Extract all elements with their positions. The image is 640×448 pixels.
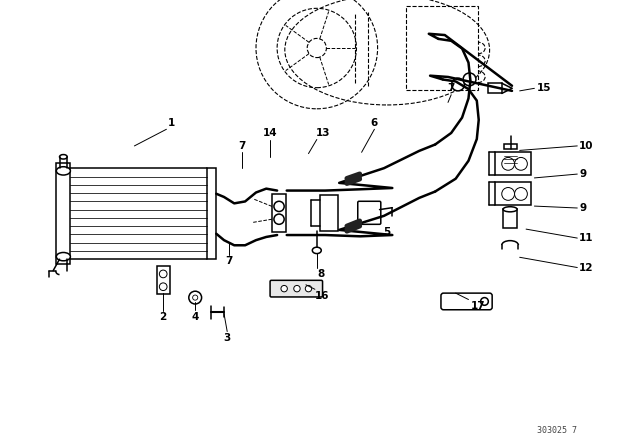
Circle shape <box>481 297 488 305</box>
Text: 11: 11 <box>579 233 594 243</box>
Text: 2: 2 <box>159 312 167 322</box>
Text: 7: 7 <box>225 256 233 266</box>
Bar <box>272 194 286 232</box>
Circle shape <box>159 270 167 278</box>
Text: 13: 13 <box>316 128 330 138</box>
Circle shape <box>159 283 167 291</box>
Circle shape <box>502 157 515 170</box>
Bar <box>488 83 502 94</box>
Bar <box>495 152 531 175</box>
Ellipse shape <box>312 247 321 254</box>
Text: 12: 12 <box>579 263 594 272</box>
Circle shape <box>274 214 284 224</box>
Ellipse shape <box>60 155 67 159</box>
Text: 9: 9 <box>579 203 586 213</box>
Text: 9: 9 <box>579 169 586 179</box>
Text: 8: 8 <box>317 269 325 279</box>
Circle shape <box>515 157 527 170</box>
Text: 16: 16 <box>315 291 330 301</box>
Text: 14: 14 <box>263 128 277 138</box>
Text: 15: 15 <box>536 83 551 93</box>
Circle shape <box>281 285 287 292</box>
Text: 7: 7 <box>447 83 455 93</box>
Circle shape <box>274 201 284 211</box>
Text: 303025 7: 303025 7 <box>537 426 577 435</box>
Bar <box>504 144 517 149</box>
FancyBboxPatch shape <box>441 293 492 310</box>
FancyBboxPatch shape <box>270 280 323 297</box>
Ellipse shape <box>56 253 70 261</box>
Text: 3: 3 <box>223 333 231 343</box>
Bar <box>207 168 216 259</box>
Text: 7: 7 <box>238 141 246 151</box>
Circle shape <box>452 78 465 91</box>
Ellipse shape <box>56 167 70 175</box>
Circle shape <box>502 188 515 200</box>
Bar <box>56 163 70 264</box>
Bar <box>320 195 338 231</box>
Circle shape <box>189 291 202 304</box>
Bar <box>157 266 170 294</box>
Circle shape <box>294 285 300 292</box>
Ellipse shape <box>503 207 517 212</box>
Bar <box>503 209 517 228</box>
Text: 1: 1 <box>168 118 175 128</box>
Text: 10: 10 <box>579 141 594 151</box>
Circle shape <box>515 188 527 200</box>
Circle shape <box>193 295 198 300</box>
Text: 6: 6 <box>371 118 378 128</box>
Text: 17: 17 <box>470 301 485 311</box>
FancyBboxPatch shape <box>358 201 381 224</box>
Text: 5: 5 <box>383 227 391 237</box>
Bar <box>495 182 531 205</box>
Bar <box>406 6 478 90</box>
Text: 4: 4 <box>191 312 199 322</box>
Circle shape <box>305 285 312 292</box>
Circle shape <box>463 73 476 86</box>
